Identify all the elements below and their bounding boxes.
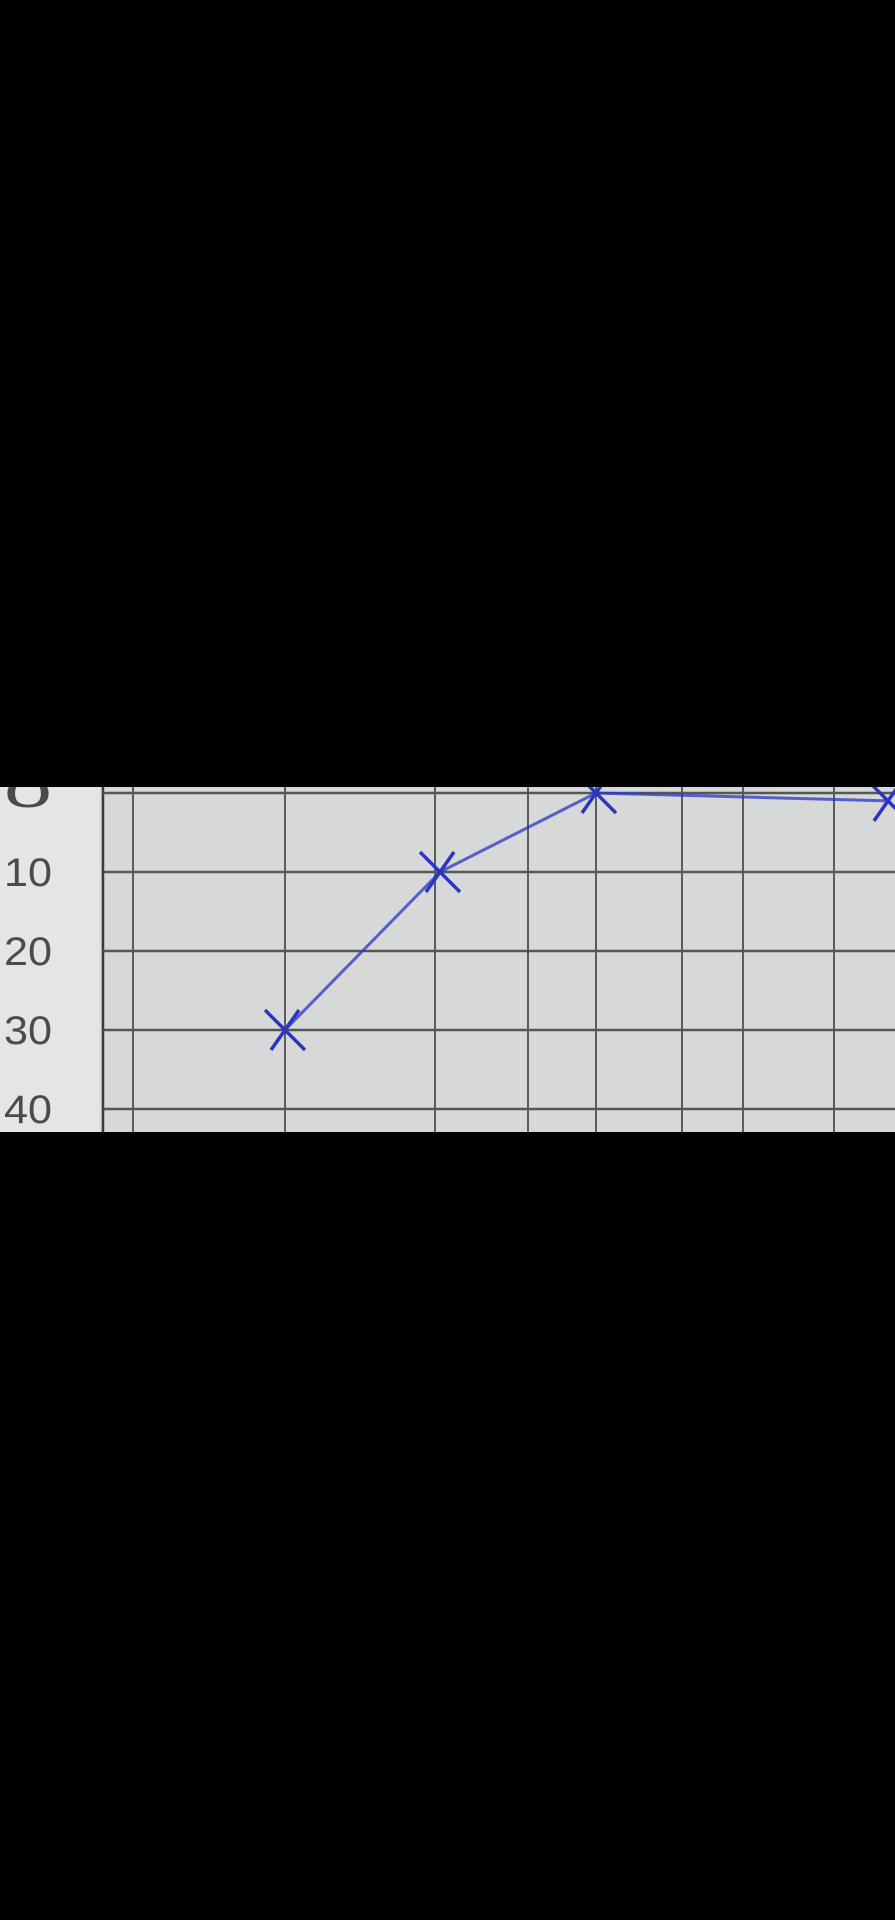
data-point-marker bbox=[263, 1008, 307, 1052]
y-tick-label: 20 bbox=[4, 930, 52, 974]
y-tick-label: 10 bbox=[4, 851, 52, 895]
data-point-marker bbox=[580, 787, 618, 815]
data-point-marker bbox=[418, 850, 462, 894]
series-line bbox=[283, 791, 889, 1032]
y-tick-label: 40 bbox=[4, 1088, 52, 1132]
y-axis-panel bbox=[0, 787, 100, 1132]
chart-photo: 0 10 20 30 40 bbox=[0, 787, 895, 1132]
y-tick-label: 0 bbox=[4, 787, 52, 816]
y-tick-label: 30 bbox=[4, 1009, 52, 1053]
line-chart: 0 10 20 30 40 bbox=[4, 787, 895, 1132]
data-point-marker bbox=[871, 787, 895, 822]
